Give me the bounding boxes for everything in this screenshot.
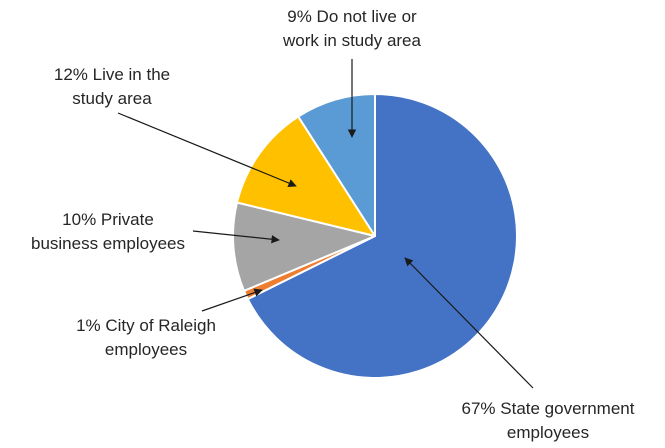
callout-label-line: employees — [507, 423, 589, 442]
pie-slice-private-business — [232, 201, 376, 292]
callout-label-line: 67% State government — [462, 399, 635, 418]
callout-arrow-live-in-study-area — [117, 112, 297, 188]
callout-label-do-not-live-or-work: 9% Do not live or work in study area — [282, 7, 421, 50]
callout-label-line: 12% Live in the — [54, 65, 170, 84]
callout-label-private-business: 10% Private business employees — [31, 210, 185, 253]
slices-layer — [232, 93, 518, 379]
callout-label-live-in-study-area: 12% Live in the study area — [54, 65, 170, 108]
callout-label-city-of-raleigh: 1% City of Raleigh employees — [76, 316, 216, 359]
callout-label-line: 9% Do not live or — [287, 7, 417, 26]
callout-arrow-city-of-raleigh — [201, 288, 263, 312]
pie-slice-live-in-study-area — [236, 115, 376, 237]
callout-label-line: employees — [105, 340, 187, 359]
arrows-layer — [117, 59, 534, 389]
callout-label-line: 10% Private — [62, 210, 154, 229]
callout-label-line: 1% City of Raleigh — [76, 316, 216, 335]
pie-slice-state-government — [246, 93, 518, 379]
callout-label-line: work in study area — [282, 31, 421, 50]
callout-label-line: business employees — [31, 234, 185, 253]
callout-label-state-government: 67% State government employees — [462, 399, 635, 442]
callout-label-line: study area — [72, 89, 152, 108]
callout-arrow-private-business — [192, 230, 280, 244]
callout-arrow-state-government — [404, 257, 534, 389]
